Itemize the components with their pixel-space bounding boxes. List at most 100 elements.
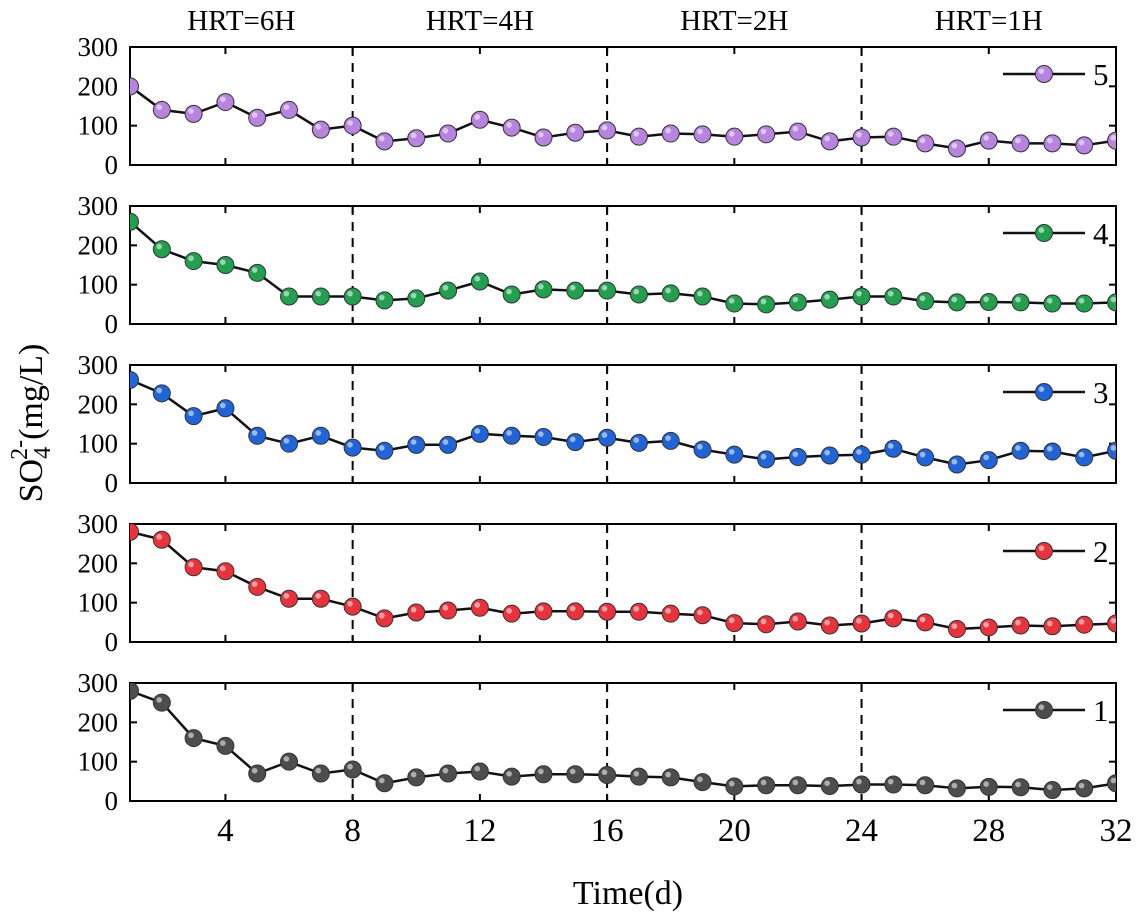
data-point-highlight [188, 561, 194, 568]
legend-label: 4 [1093, 216, 1109, 251]
data-point-highlight [251, 581, 258, 587]
data-point-highlight [251, 112, 258, 118]
data-point-highlight [442, 127, 449, 134]
data-point [470, 424, 489, 443]
data-point [1011, 616, 1030, 635]
data-point [757, 125, 776, 144]
data-point-highlight [220, 565, 226, 572]
data-point-highlight [220, 259, 226, 266]
data-point-highlight [633, 131, 640, 137]
data-point [1043, 617, 1062, 636]
data-point-highlight [130, 82, 131, 85]
data-point-highlight [697, 128, 703, 135]
data-point [788, 293, 807, 312]
data-point-highlight [919, 779, 926, 786]
panel-series-4: 0 100 200 300 4 [78, 191, 1117, 339]
y-tick-label: 300 [78, 32, 119, 62]
data-point-highlight [728, 780, 735, 787]
data-point [693, 287, 712, 306]
data-point-highlight [633, 771, 640, 777]
data-point [534, 765, 553, 784]
data-point [184, 252, 203, 271]
data-point-highlight [983, 621, 989, 628]
x-tick-label: 24 [845, 813, 878, 849]
data-point [502, 285, 521, 304]
data-point-highlight [156, 243, 163, 250]
series-line-1 [130, 689, 1116, 792]
panel-frame [129, 364, 1117, 484]
data-point [130, 77, 139, 96]
data-point [1107, 293, 1116, 312]
data-point [629, 285, 648, 304]
data-point-highlight [188, 732, 194, 739]
series-line-3 [130, 378, 1116, 466]
data-point-highlight [1046, 784, 1053, 790]
series-plot-area [130, 370, 1116, 474]
data-point [343, 438, 362, 457]
data-point-highlight [251, 767, 258, 774]
series-plot-area [130, 77, 1116, 158]
data-point-highlight [665, 608, 671, 614]
data-point [788, 776, 807, 795]
data-point [470, 272, 489, 291]
data-point-highlight [792, 451, 799, 458]
x-tick-label: 28 [972, 813, 1005, 849]
data-point-highlight [410, 132, 417, 139]
data-point-highlight [1015, 137, 1021, 144]
data-point [1075, 615, 1094, 634]
data-point [280, 589, 299, 608]
data-point [130, 683, 139, 700]
data-point-highlight [220, 96, 226, 103]
data-point-highlight [856, 449, 862, 455]
data-point [661, 284, 680, 303]
y-tick-label: 200 [78, 230, 119, 260]
series-plot-area [130, 683, 1116, 799]
x-tick-label: 32 [1100, 813, 1133, 849]
data-point [216, 399, 235, 418]
data-point [1107, 441, 1116, 460]
data-point-highlight [601, 284, 608, 291]
data-point-highlight [824, 780, 830, 787]
data-point [280, 287, 299, 306]
data-point [693, 773, 712, 792]
y-tick-label: 300 [78, 668, 119, 698]
y-axis-title-unit: (mg/L) [13, 344, 50, 440]
data-point [152, 530, 171, 549]
data-point [947, 620, 966, 639]
data-point-highlight [983, 135, 989, 141]
data-point [1075, 448, 1094, 467]
data-point-highlight [824, 294, 830, 300]
x-tick-label: 20 [718, 813, 751, 849]
y-tick-label: 0 [105, 150, 119, 180]
data-point-highlight [856, 617, 862, 624]
data-point [979, 618, 998, 637]
data-point [248, 426, 267, 445]
data-point [439, 764, 458, 783]
data-point-highlight [130, 217, 131, 220]
data-point-highlight [315, 430, 322, 436]
data-point-highlight [856, 778, 862, 785]
legend-marker [1035, 542, 1053, 560]
data-point [1107, 774, 1116, 793]
data-point [916, 134, 935, 153]
data-point [502, 426, 521, 445]
data-point [407, 435, 426, 454]
data-point-highlight [1078, 139, 1085, 146]
data-point [916, 292, 935, 311]
data-point-highlight [728, 131, 735, 137]
data-point [311, 589, 330, 608]
data-point-highlight [887, 131, 894, 137]
data-point-highlight [442, 439, 449, 445]
data-point [661, 124, 680, 143]
data-point-highlight [919, 451, 926, 458]
data-point [152, 693, 171, 712]
data-point [979, 292, 998, 311]
data-point [661, 604, 680, 623]
data-point-highlight [887, 443, 894, 449]
data-point [343, 597, 362, 616]
data-point-highlight [951, 458, 958, 465]
data-point-highlight [283, 438, 290, 444]
data-point-highlight [1015, 781, 1021, 788]
data-point [693, 440, 712, 459]
